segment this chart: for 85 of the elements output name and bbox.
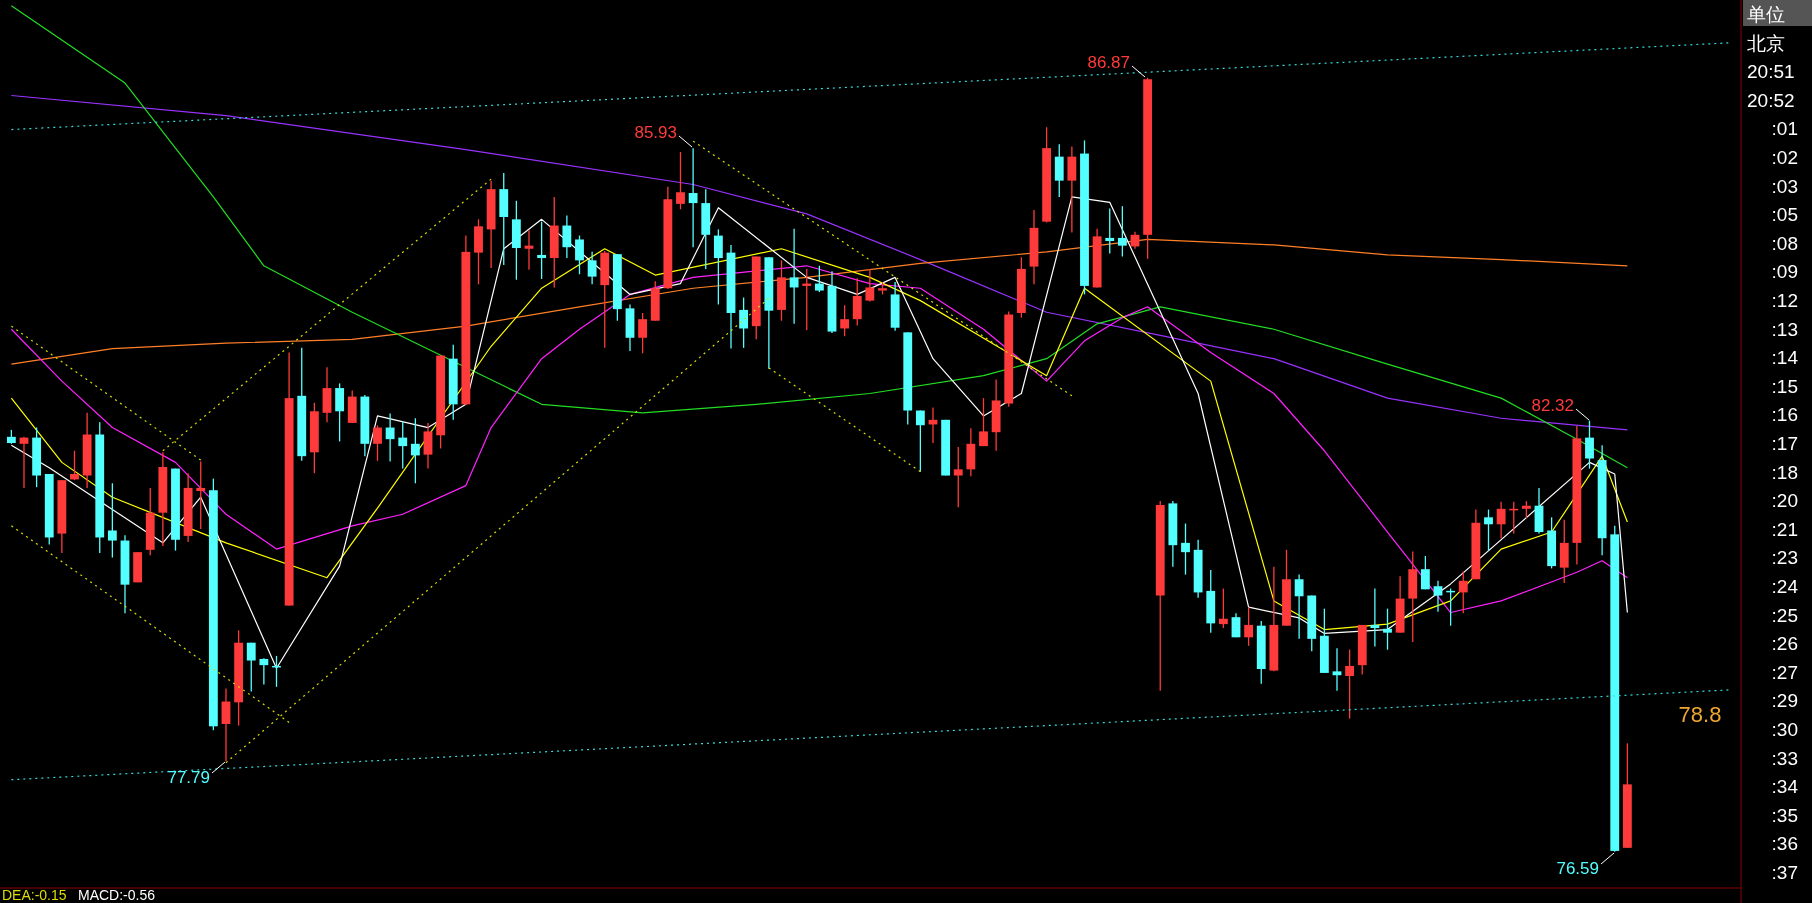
candlestick (70, 450, 79, 481)
candlestick (373, 424, 382, 462)
candlestick (335, 382, 345, 443)
text: :12 (1771, 290, 1798, 311)
candlestick (1345, 649, 1355, 720)
text: :16 (1771, 404, 1798, 426)
candlestick (1181, 522, 1190, 576)
candlestick (196, 460, 206, 530)
candlestick (1117, 205, 1127, 258)
candlestick (852, 277, 862, 327)
candlestick (1370, 587, 1380, 648)
text: DEA:-0.15 (2, 887, 67, 903)
candlestick (537, 221, 547, 280)
candlestick (1585, 419, 1594, 470)
text: 86.87 (1087, 53, 1130, 72)
text: :33 (1771, 747, 1798, 769)
text: :03 (1771, 175, 1798, 197)
text: :02 (1771, 147, 1798, 168)
candlestick (840, 304, 850, 337)
text: :20 (1771, 490, 1798, 512)
candlestick (713, 228, 723, 306)
text: :35 (1771, 804, 1798, 826)
annotation: 78.8 (1678, 702, 1722, 727)
candlestick (979, 397, 988, 447)
text: :29 (1771, 690, 1798, 712)
candlestick (423, 422, 433, 470)
text: :18 (1771, 461, 1798, 483)
candlestick (1496, 501, 1506, 539)
candlestick (1433, 580, 1443, 613)
annotation: 85.93 (634, 123, 677, 142)
candlestick (688, 147, 698, 248)
text: :30 (1771, 719, 1798, 740)
candlestick (1458, 570, 1468, 614)
text: :13 (1771, 318, 1798, 340)
candlestick (259, 657, 269, 686)
text: MACD:-0.56 (78, 887, 156, 903)
text: :37 (1771, 862, 1798, 883)
candlestick (739, 296, 749, 349)
text: 76.59 (1556, 859, 1599, 878)
candlestick (1244, 606, 1254, 647)
text: :34 (1771, 776, 1799, 798)
text: :05 (1771, 204, 1798, 226)
text: :09 (1771, 261, 1798, 283)
text: :01 (1771, 118, 1798, 140)
candlestick (575, 234, 584, 275)
candlestick (1294, 573, 1304, 640)
text: :26 (1771, 633, 1798, 655)
candlestick (1383, 608, 1392, 651)
annotation: 82.32 (1531, 396, 1574, 415)
text: 单位 (1747, 4, 1785, 25)
candlestick (1332, 647, 1342, 692)
candlestick (676, 151, 685, 210)
candlestick (398, 420, 408, 470)
candlestick (587, 251, 597, 286)
text: :21 (1771, 518, 1798, 540)
candlestick (789, 227, 799, 325)
candlestick (1218, 587, 1228, 629)
text: :27 (1771, 661, 1798, 683)
candlestick (638, 312, 648, 354)
text: 20:51 (1747, 61, 1795, 83)
candlestick (1054, 143, 1064, 198)
text: :25 (1771, 604, 1798, 626)
candlestick (1067, 145, 1077, 234)
candlestick (1420, 555, 1430, 590)
text: :15 (1771, 375, 1798, 397)
candlestick (1105, 207, 1115, 255)
candlestick (385, 412, 395, 463)
annotation: 77.79 (167, 768, 210, 787)
candlestick (865, 268, 875, 303)
text: :24 (1771, 576, 1799, 597)
candlestick (1484, 508, 1493, 552)
text: :14 (1771, 347, 1799, 369)
candlestick (246, 642, 256, 693)
text: 北京 (1747, 32, 1785, 54)
text: :17 (1771, 433, 1798, 454)
text: :23 (1771, 547, 1798, 569)
text: :36 (1771, 833, 1798, 855)
text: 20:52 (1747, 89, 1795, 111)
candlestick (562, 214, 572, 259)
candlestick (953, 446, 963, 508)
candlestick (915, 409, 925, 473)
text: :08 (1771, 232, 1798, 254)
candlestick (410, 417, 420, 484)
candlestick (107, 482, 117, 559)
candlestick (814, 265, 824, 293)
